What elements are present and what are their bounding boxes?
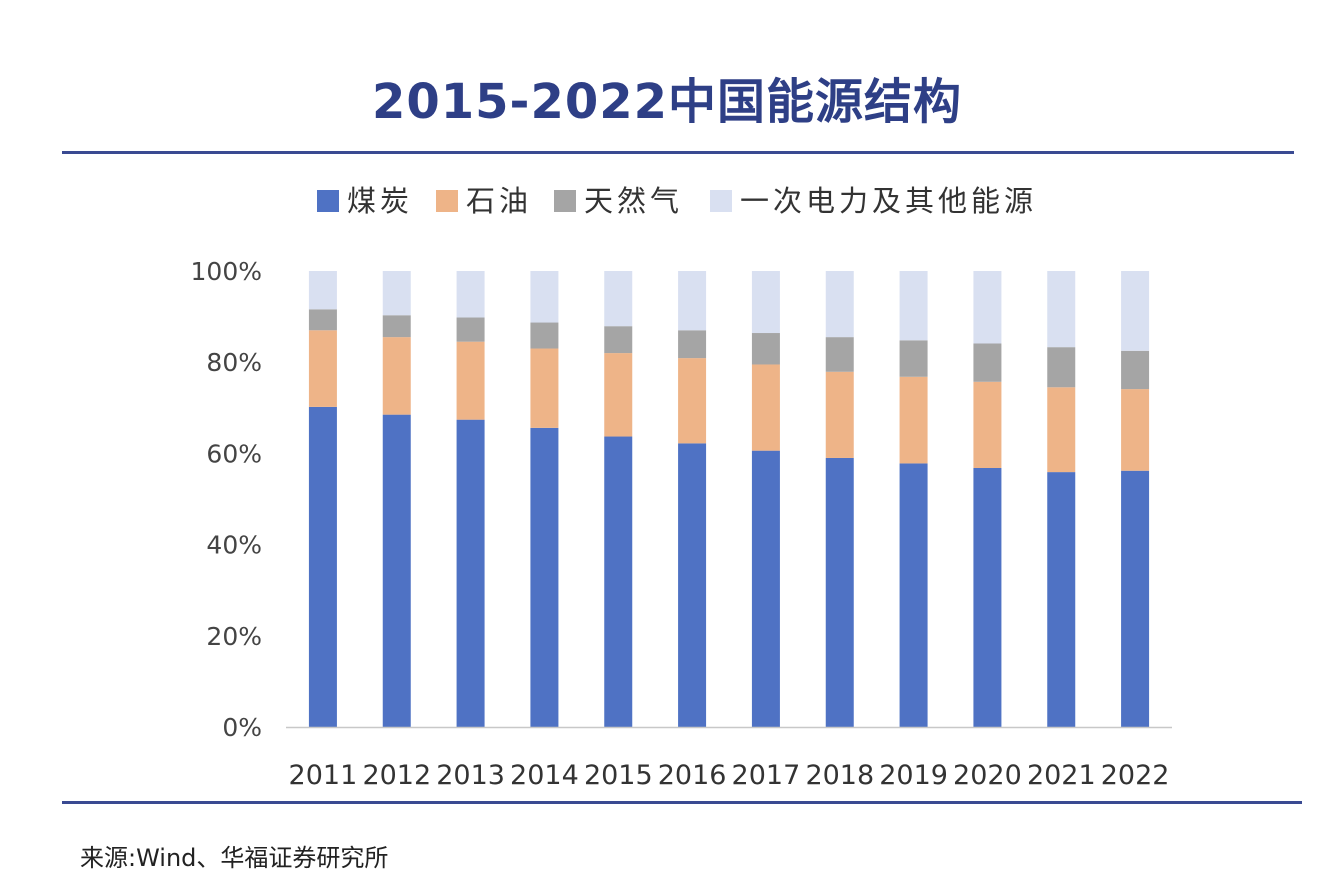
bar-2012-series-0 — [382, 414, 411, 727]
y-tick-label: 60% — [206, 439, 262, 468]
legend-label-3: 一次电力及其他能源 — [740, 184, 1037, 218]
bar-2022-series-2 — [1121, 350, 1150, 390]
legend-swatch-2 — [554, 190, 576, 212]
y-tick-label: 20% — [206, 622, 262, 651]
bar-2018-series-1 — [825, 371, 854, 458]
bar-2022-series-1 — [1121, 389, 1150, 471]
y-tick-label: 0% — [222, 713, 262, 742]
bar-2021-series-2 — [1047, 347, 1076, 388]
bar-2020-series-1 — [973, 381, 1002, 468]
bar-2015-series-3 — [604, 271, 633, 327]
x-tick-label: 2012 — [362, 760, 431, 791]
legend-swatch-0 — [317, 190, 339, 212]
bar-2016-series-2 — [678, 330, 707, 359]
y-tick-label: 80% — [206, 348, 262, 377]
bar-2021-series-3 — [1047, 271, 1076, 348]
bar-2012-series-1 — [382, 337, 411, 415]
bar-2013-series-2 — [456, 317, 485, 342]
bar-2017-series-3 — [751, 271, 780, 334]
bar-2017-series-1 — [751, 364, 780, 451]
legend-swatch-1 — [436, 190, 458, 212]
bars-area — [308, 271, 1150, 727]
bar-2013-series-0 — [456, 419, 485, 727]
page-title: 2015-2022中国能源结构 — [371, 74, 963, 130]
bar-2011-series-2 — [308, 309, 337, 331]
x-tick-label: 2011 — [289, 760, 358, 791]
x-tick-label: 2020 — [953, 760, 1022, 791]
bar-2015-series-0 — [604, 436, 633, 727]
bar-2011-series-3 — [308, 271, 337, 310]
bar-2018-series-0 — [825, 457, 854, 727]
bar-2019-series-1 — [899, 376, 928, 464]
bar-2018-series-2 — [825, 337, 854, 372]
y-tick-label: 100% — [191, 257, 262, 286]
x-tick-label: 2013 — [436, 760, 505, 791]
bar-2014-series-1 — [530, 348, 559, 428]
bar-2016-series-1 — [678, 358, 707, 444]
bar-2012-series-2 — [382, 315, 411, 338]
bar-2011-series-0 — [308, 406, 337, 727]
bar-2022-series-3 — [1121, 271, 1150, 351]
bar-2016-series-3 — [678, 271, 707, 331]
x-axis-ticks: 2011 2012 2013 2014 2015 2016 2017 2018 2019 2020… — [289, 760, 1170, 791]
bar-2020-series-0 — [973, 467, 1002, 727]
x-tick-label: 2017 — [732, 760, 801, 791]
bar-2015-series-2 — [604, 326, 633, 354]
legend-swatch-3 — [710, 190, 732, 212]
source-note: 来源:Wind、华福证券研究所 — [80, 844, 389, 872]
y-tick-label: 40% — [206, 531, 262, 560]
bar-2014-series-0 — [530, 427, 559, 727]
bar-2015-series-1 — [604, 353, 633, 437]
bar-2019-series-2 — [899, 340, 928, 377]
bar-2013-series-1 — [456, 341, 485, 420]
y-axis-ticks: 0% 20% 40% 60% 80% 100% — [191, 257, 262, 742]
bar-2013-series-3 — [456, 271, 485, 318]
x-tick-label: 2021 — [1027, 760, 1096, 791]
footer-divider — [62, 801, 1302, 804]
bar-2017-series-0 — [751, 450, 780, 727]
bar-2021-series-1 — [1047, 387, 1076, 473]
bar-2014-series-3 — [530, 271, 559, 323]
legend-label-1: 石油 — [466, 184, 532, 218]
chart-legend: 煤炭 石油 天然气 一次电力及其他能源 — [317, 184, 1037, 218]
x-tick-label: 2018 — [805, 760, 874, 791]
bar-2011-series-1 — [308, 330, 337, 407]
bar-2020-series-3 — [973, 271, 1002, 344]
bar-2019-series-3 — [899, 271, 928, 341]
x-tick-label: 2022 — [1101, 760, 1170, 791]
bar-2017-series-2 — [751, 333, 780, 365]
bar-2018-series-3 — [825, 271, 854, 338]
bar-2014-series-2 — [530, 322, 559, 349]
x-tick-label: 2015 — [584, 760, 653, 791]
legend-label-0: 煤炭 — [347, 184, 413, 218]
legend-label-2: 天然气 — [584, 184, 683, 218]
x-tick-label: 2019 — [879, 760, 948, 791]
bar-2012-series-3 — [382, 271, 411, 316]
bar-2019-series-0 — [899, 463, 928, 727]
title-divider — [62, 151, 1294, 154]
bar-2021-series-0 — [1047, 472, 1076, 727]
bar-2020-series-2 — [973, 343, 1002, 382]
bar-2022-series-0 — [1121, 470, 1150, 727]
bar-2016-series-0 — [678, 443, 707, 727]
x-tick-label: 2016 — [658, 760, 727, 791]
x-tick-label: 2014 — [510, 760, 579, 791]
